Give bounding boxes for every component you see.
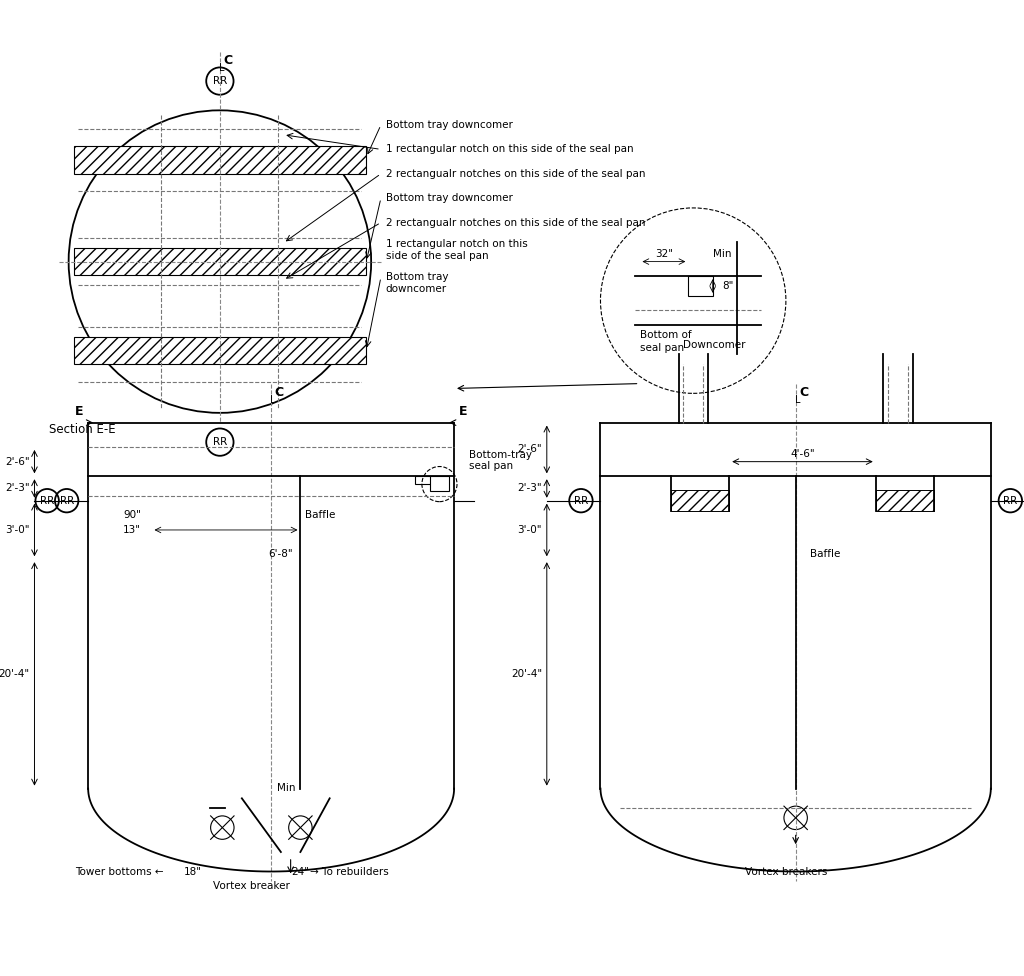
Text: RR: RR (1004, 496, 1018, 506)
Text: 8": 8" (723, 281, 734, 291)
Text: 2'-3": 2'-3" (517, 483, 542, 494)
Text: 90": 90" (123, 510, 141, 520)
Bar (415, 476, 434, 484)
Bar (74, 337, 367, 364)
Text: side of the seal pan: side of the seal pan (386, 251, 488, 261)
Text: L: L (219, 63, 224, 73)
Text: 20'-4": 20'-4" (0, 669, 30, 679)
Text: 18": 18" (184, 867, 202, 876)
Text: 1 rectangular notch on this: 1 rectangular notch on this (386, 239, 527, 249)
Text: 2'-6": 2'-6" (517, 444, 542, 455)
Text: $\mathbf{C}$: $\mathbf{C}$ (799, 386, 809, 398)
Text: $\mathbf{C}$: $\mathbf{C}$ (223, 54, 233, 66)
Text: Section E-E: Section E-E (49, 423, 116, 435)
Text: 6'-8": 6'-8" (268, 549, 293, 559)
Text: L: L (270, 395, 275, 405)
Text: Bottom tray: Bottom tray (386, 272, 449, 282)
Text: 3'-0": 3'-0" (517, 525, 542, 535)
Text: 24": 24" (292, 867, 309, 876)
Text: Downcomer: Downcomer (683, 340, 745, 349)
Text: 2 rectangualr notches on this side of the seal pan: 2 rectangualr notches on this side of th… (386, 169, 645, 179)
Text: Bottom of: Bottom of (640, 330, 691, 340)
Text: Vortex breaker: Vortex breaker (213, 881, 290, 891)
Text: 2'-3": 2'-3" (5, 483, 30, 494)
Text: RR: RR (213, 76, 227, 86)
Bar (430, 476, 450, 491)
Text: 4'-6": 4'-6" (791, 449, 815, 459)
Text: 32": 32" (655, 249, 673, 259)
Text: Vortex breakers: Vortex breakers (744, 867, 827, 876)
Text: 2'-6": 2'-6" (5, 457, 30, 467)
Text: Min: Min (276, 784, 295, 793)
Text: downcomer: downcomer (386, 284, 446, 294)
Text: RR: RR (59, 496, 74, 506)
Text: Baffle: Baffle (305, 510, 336, 520)
Text: Bottom tray downcomer: Bottom tray downcomer (386, 193, 513, 203)
Bar (688, 276, 713, 296)
Text: Bottom-tray
seal pan: Bottom-tray seal pan (469, 450, 531, 471)
Bar (671, 490, 729, 511)
Text: Tower bottoms ←: Tower bottoms ← (75, 867, 164, 876)
Bar (876, 490, 934, 511)
Text: Bottom tray downcomer: Bottom tray downcomer (386, 120, 513, 130)
Text: 20'-4": 20'-4" (511, 669, 542, 679)
Bar (74, 248, 367, 275)
Text: E: E (75, 405, 83, 418)
Text: Min: Min (713, 249, 731, 259)
Text: 3'-0": 3'-0" (5, 525, 30, 535)
Text: $\mathbf{C}$: $\mathbf{C}$ (274, 386, 285, 398)
Text: RR: RR (213, 437, 227, 447)
Text: RR: RR (573, 496, 588, 506)
Text: Baffle: Baffle (810, 549, 841, 559)
Text: 1 rectangular notch on this side of the seal pan: 1 rectangular notch on this side of the … (386, 144, 634, 154)
Text: → To rebuilders: → To rebuilders (310, 867, 389, 876)
Bar (74, 146, 367, 174)
Text: E: E (459, 405, 468, 418)
Text: 13": 13" (123, 525, 141, 535)
Text: 2 rectangualr notches on this side of the seal pan: 2 rectangualr notches on this side of th… (386, 218, 645, 227)
Text: RR: RR (40, 496, 54, 506)
Text: L: L (795, 395, 800, 405)
Text: seal pan: seal pan (640, 343, 684, 352)
